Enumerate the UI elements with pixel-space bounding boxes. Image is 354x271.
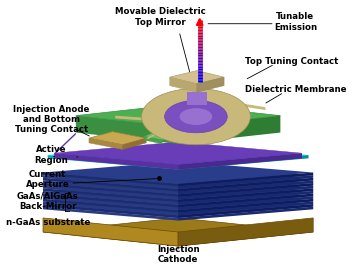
Polygon shape [43, 177, 313, 199]
Polygon shape [43, 193, 178, 207]
Polygon shape [89, 132, 146, 145]
Polygon shape [89, 138, 123, 149]
Polygon shape [43, 182, 313, 205]
Polygon shape [43, 175, 313, 197]
Polygon shape [43, 180, 313, 202]
Polygon shape [178, 188, 313, 202]
Polygon shape [224, 101, 266, 110]
Polygon shape [178, 183, 313, 197]
Polygon shape [43, 180, 178, 194]
Polygon shape [178, 175, 313, 189]
Polygon shape [43, 185, 313, 207]
Polygon shape [43, 183, 178, 197]
Polygon shape [178, 180, 313, 194]
Polygon shape [144, 133, 172, 140]
Polygon shape [43, 188, 313, 210]
Polygon shape [43, 161, 313, 184]
Text: Top Tuning Contact: Top Tuning Contact [245, 57, 338, 66]
Polygon shape [178, 218, 313, 246]
Polygon shape [43, 218, 313, 246]
Text: Injection Anode
and Bottom
Tuning Contact: Injection Anode and Bottom Tuning Contac… [13, 105, 90, 134]
Text: Current
Aperture: Current Aperture [26, 170, 70, 189]
Polygon shape [43, 173, 178, 186]
Polygon shape [43, 164, 313, 186]
Polygon shape [144, 136, 162, 144]
Polygon shape [178, 196, 313, 210]
Polygon shape [178, 191, 313, 205]
Polygon shape [43, 201, 178, 215]
Polygon shape [170, 77, 197, 92]
Text: Dielectric Membrane: Dielectric Membrane [245, 85, 346, 94]
Text: Active
Region: Active Region [35, 145, 68, 165]
Polygon shape [170, 71, 224, 84]
Polygon shape [178, 186, 313, 199]
Polygon shape [178, 204, 313, 218]
Polygon shape [146, 129, 166, 139]
Polygon shape [123, 138, 146, 149]
Ellipse shape [142, 88, 250, 145]
Text: Injection
Cathode: Injection Cathode [157, 245, 199, 264]
Polygon shape [54, 133, 76, 155]
Polygon shape [43, 191, 178, 205]
Polygon shape [43, 178, 178, 192]
Polygon shape [178, 173, 313, 186]
Polygon shape [76, 104, 280, 127]
Polygon shape [54, 142, 302, 164]
Ellipse shape [179, 108, 212, 125]
Polygon shape [43, 166, 313, 189]
Text: GaAs/AlGaAs
Back-Mirror: GaAs/AlGaAs Back-Mirror [17, 191, 79, 211]
Polygon shape [178, 193, 313, 207]
Text: Tunable
Emission: Tunable Emission [274, 12, 317, 31]
Polygon shape [43, 207, 178, 221]
Polygon shape [178, 207, 313, 221]
Polygon shape [178, 178, 313, 192]
Polygon shape [43, 190, 313, 213]
Polygon shape [178, 153, 302, 170]
Polygon shape [43, 195, 313, 218]
Text: n-GaAs substrate: n-GaAs substrate [6, 218, 90, 227]
Ellipse shape [165, 101, 227, 133]
Polygon shape [43, 172, 313, 194]
Polygon shape [48, 144, 309, 166]
Polygon shape [43, 193, 313, 215]
Polygon shape [43, 169, 313, 192]
Polygon shape [43, 186, 178, 199]
Polygon shape [187, 92, 207, 105]
Polygon shape [115, 116, 170, 122]
Polygon shape [178, 116, 280, 144]
Text: Movable Dielectric
Top Mirror: Movable Dielectric Top Mirror [115, 7, 206, 27]
Polygon shape [178, 199, 313, 213]
Polygon shape [76, 116, 178, 144]
Polygon shape [178, 155, 309, 170]
Polygon shape [48, 155, 178, 170]
Polygon shape [54, 153, 178, 170]
Polygon shape [43, 199, 178, 213]
Polygon shape [197, 77, 224, 92]
Polygon shape [178, 201, 313, 215]
Polygon shape [43, 204, 178, 218]
Polygon shape [43, 175, 178, 189]
Polygon shape [43, 196, 178, 210]
Polygon shape [43, 188, 178, 202]
Polygon shape [43, 218, 178, 246]
